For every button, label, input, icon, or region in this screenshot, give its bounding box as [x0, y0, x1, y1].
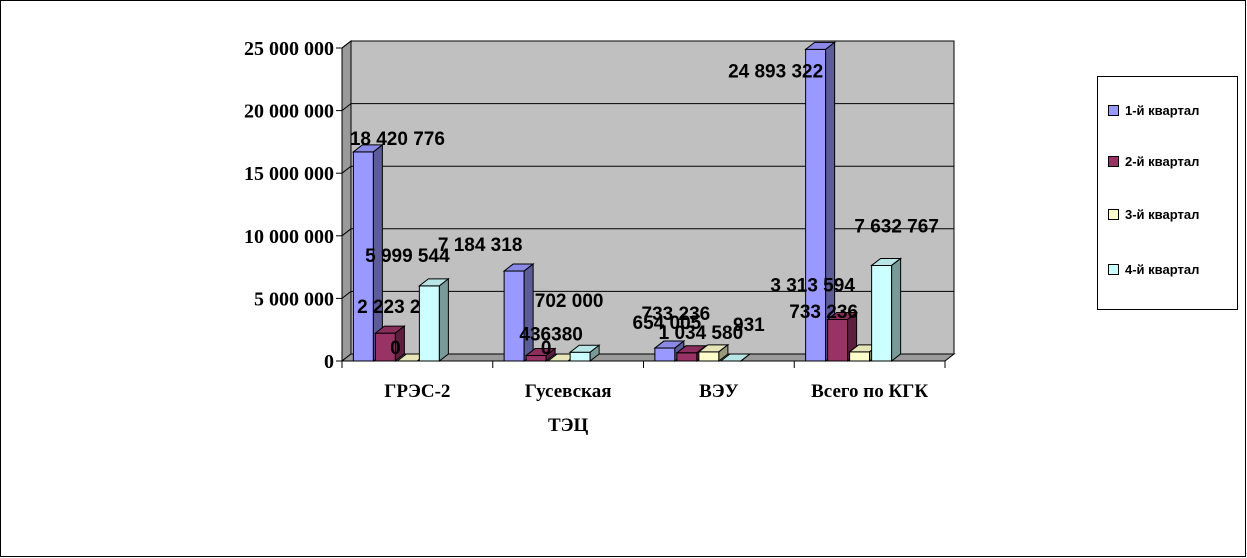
bar-front	[654, 347, 676, 362]
legend-item: 1-й квартал	[1108, 102, 1199, 118]
bar-front	[569, 351, 591, 362]
bar-side	[718, 343, 729, 363]
bar-front	[827, 319, 849, 362]
bar-side	[545, 347, 556, 363]
data-label: 1 034 580	[659, 323, 744, 344]
data-label: 3 313 594	[770, 276, 855, 297]
bar-front	[871, 264, 893, 362]
y-tick-label: 5 000 000	[254, 288, 334, 310]
legend-swatch	[1108, 104, 1119, 116]
data-label: 733 236	[789, 302, 858, 323]
gridline	[341, 103, 954, 111]
bar-side	[589, 344, 600, 363]
gridline	[341, 165, 954, 174]
bar-side	[438, 277, 449, 363]
gridline	[341, 40, 954, 49]
legend-label: 4-й квартал	[1125, 261, 1200, 277]
x-category-label: ВЭУ	[699, 381, 739, 402]
data-label: 702 000	[535, 291, 604, 312]
bar-side	[523, 263, 534, 363]
data-label: 18 420 776	[350, 129, 445, 150]
legend-item: 4-й квартал	[1108, 261, 1199, 277]
legend-item: 2-й квартал	[1108, 153, 1199, 169]
x-category-label: ГРЭС-2	[384, 381, 450, 402]
gridline	[341, 290, 954, 299]
x-category-label: Гусевская	[525, 381, 612, 402]
y-tick-label: 25 000 000	[244, 38, 334, 60]
data-label: 7 184 318	[438, 235, 523, 256]
x-category-label: ТЭЦ	[548, 415, 589, 436]
bar-side	[394, 325, 405, 363]
bar-side	[740, 352, 751, 363]
data-label: 5 999 544	[365, 246, 450, 267]
data-label: 436380	[519, 325, 582, 346]
legend-label: 1-й квартал	[1125, 102, 1200, 118]
bar-front	[698, 351, 720, 362]
data-label: 654 005	[633, 313, 702, 334]
legend: 1-й квартал 2-й квартал 3-й квартал 4-й ква…	[1097, 76, 1238, 310]
y-tick-label: 0	[324, 351, 334, 373]
legend-swatch	[1108, 208, 1119, 220]
y-tick-label: 15 000 000	[244, 163, 334, 185]
data-label: 24 893 322	[728, 61, 823, 82]
bar-front	[849, 351, 871, 362]
bar-front	[676, 352, 698, 362]
data-label: 0	[390, 338, 401, 359]
legend-swatch	[1108, 263, 1119, 275]
y-tick-label: 10 000 000	[244, 226, 334, 248]
legend-swatch	[1108, 155, 1119, 167]
data-label: 7 632 767	[854, 216, 939, 237]
bar-front	[418, 285, 440, 362]
data-label: 733 236	[642, 304, 711, 325]
bar-front	[503, 270, 525, 362]
data-label: 0	[541, 338, 552, 359]
x-category-label: Всего по КГК	[811, 381, 928, 402]
data-label: 931	[733, 315, 765, 336]
legend-item: 3-й квартал	[1108, 206, 1199, 222]
bar-side	[891, 257, 902, 363]
legend-label: 3-й квартал	[1125, 206, 1200, 222]
gridline	[341, 228, 954, 237]
plot-side-wall	[341, 39, 352, 363]
y-tick-label: 20 000 000	[244, 101, 334, 123]
legend-label: 2-й квартал	[1125, 153, 1200, 169]
